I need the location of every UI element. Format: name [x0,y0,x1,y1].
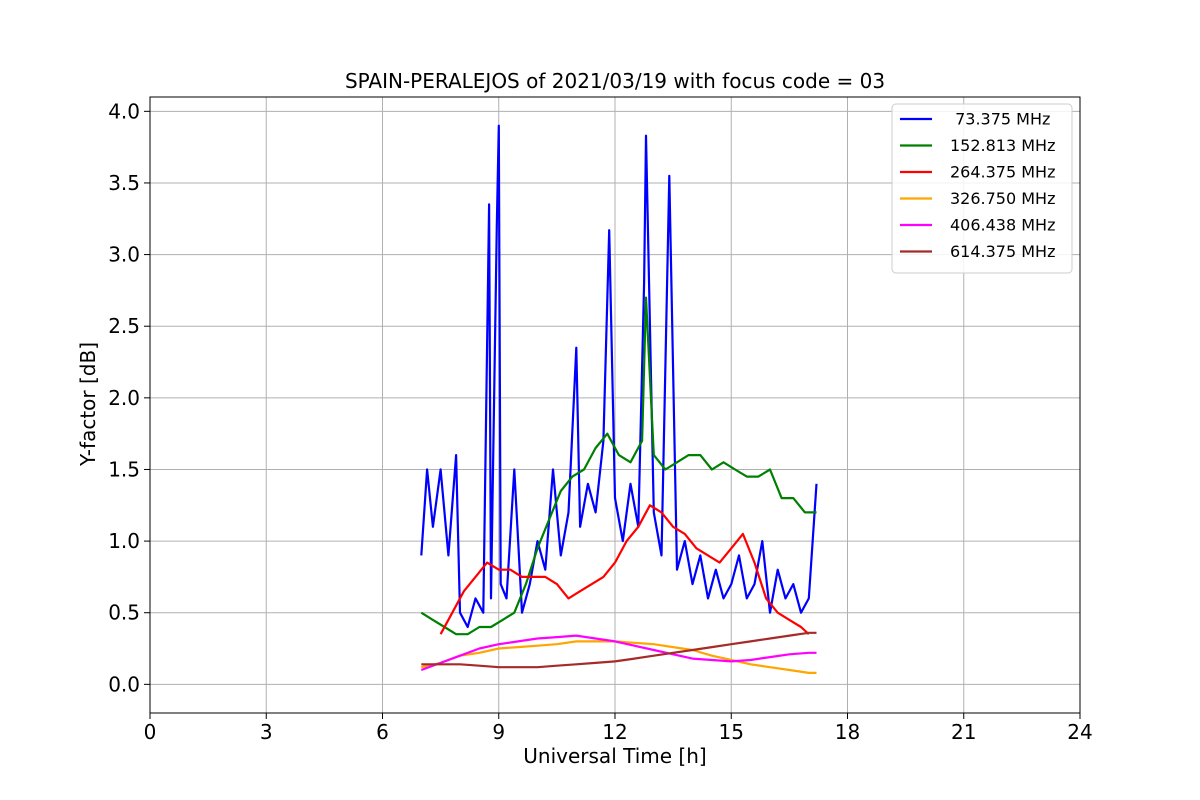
legend-label-1: 73.375 MHz [950,110,1050,129]
x-axis-label: Universal Time [h] [523,744,706,768]
legend-label-2: 152.813 MHz [950,136,1055,155]
y-axis: 0.0 0.5 1.0 1.5 2.0 2.5 3.0 3.5 4.0 [108,99,150,696]
legend-label-6: 614.375 MHz [950,242,1055,261]
series-line-6 [421,631,817,669]
series-line-5 [420,634,817,672]
x-tick-label: 18 [835,720,860,744]
series-line-4 [421,640,817,675]
series-line-1 [420,124,818,629]
y-tick-label: 2.5 [108,314,140,338]
plot-area [420,124,818,675]
series-line-2 [420,296,817,636]
y-tick-label: 3.0 [108,243,140,267]
y-tick-label: 4.0 [108,99,140,123]
legend-label-3: 264.375 MHz [950,163,1055,182]
y-tick-label: 0.5 [108,601,140,625]
x-tick-label: 24 [1067,720,1092,744]
x-tick-label: 21 [951,720,976,744]
x-tick-label: 3 [260,720,273,744]
x-tick-label: 15 [719,720,744,744]
series-line-3 [439,504,810,636]
y-tick-label: 1.5 [108,457,140,481]
chart-title: SPAIN-PERALEJOS of 2021/03/19 with focus… [345,69,885,93]
legend-box [891,103,1073,274]
y-tick-label: 0.0 [108,672,140,696]
legend-label-5: 406.438 MHz [950,216,1055,235]
y-tick-label: 1.0 [108,529,140,553]
y-axis-label: Y-factor [dB] [76,342,100,467]
legend-label-4: 326.750 MHz [950,189,1055,208]
y-tick-label: 2.0 [108,386,140,410]
y-tick-label: 3.5 [108,171,140,195]
x-tick-label: 9 [492,720,505,744]
x-tick-label: 12 [602,720,627,744]
x-tick-label: 0 [144,720,157,744]
x-axis: 0 3 6 9 12 15 18 21 24 [144,713,1093,744]
x-tick-label: 6 [376,720,389,744]
legend: 73.375 MHz 152.813 MHz 264.375 MHz 326.750 … [891,103,1073,274]
